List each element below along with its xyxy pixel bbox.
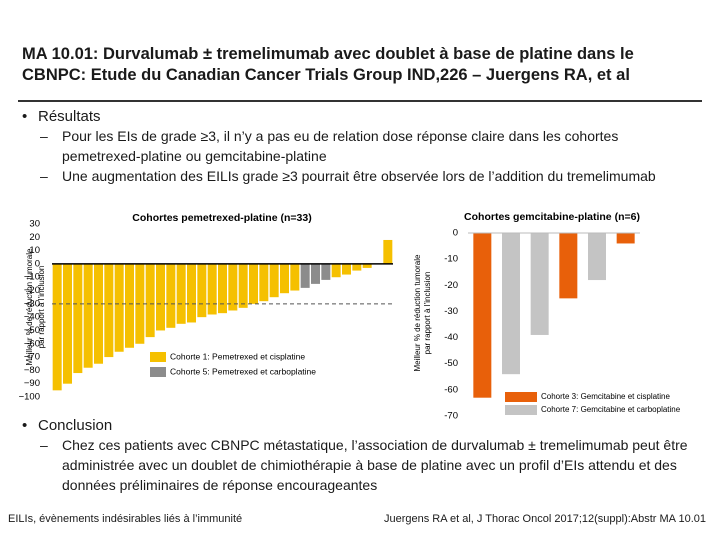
- bar: [352, 263, 362, 271]
- y-tick-label: -10: [444, 254, 458, 265]
- bar: [321, 263, 331, 280]
- y-axis-label: Meilleur % de réduction tumorale: [413, 254, 422, 371]
- bar: [342, 263, 351, 275]
- legend-swatch: [150, 352, 166, 362]
- section-heading: Conclusion: [22, 417, 112, 434]
- bar: [156, 263, 165, 331]
- y-axis-label: Meilleur % de réduction tumorale: [25, 248, 34, 365]
- bullet: Une augmentation des EILIs grade ≥3 pour…: [40, 166, 682, 186]
- y-tick-label: -60: [444, 384, 458, 395]
- y-tick-label: −80: [24, 365, 40, 376]
- bar: [114, 263, 124, 352]
- y-tick-label: −40: [24, 312, 40, 323]
- legend-label: Cohorte 7: Gemcitabine et carboplatine: [541, 405, 681, 414]
- y-tick-label: −20: [24, 285, 40, 296]
- y-tick-label: -40: [444, 332, 458, 343]
- bar: [249, 263, 258, 304]
- bar: [197, 263, 207, 318]
- bar: [502, 233, 520, 375]
- bar: [176, 263, 186, 324]
- chart-title: Cohortes pemetrexed-platine (n=33): [132, 212, 311, 224]
- y-tick-label: 30: [29, 219, 40, 230]
- y-tick-label: −60: [24, 338, 40, 349]
- legend-label: Cohorte 1: Pemetrexed et cisplatine: [170, 351, 305, 361]
- bar: [362, 263, 372, 268]
- bar: [63, 263, 72, 384]
- bullet: Pour les EIs de grade ≥3, il n’y a pas e…: [40, 126, 692, 166]
- bar: [73, 263, 83, 374]
- legend-swatch: [505, 405, 537, 415]
- bar: [331, 263, 341, 278]
- footnote: EILIs, évènements indésirables liés à l’…: [8, 513, 243, 525]
- bullet: Chez ces patients avec CBNPC métastatiqu…: [40, 435, 692, 495]
- legend-swatch: [505, 392, 537, 402]
- y-tick-label: -20: [444, 280, 458, 291]
- y-tick-label: 10: [29, 245, 40, 256]
- bar: [238, 263, 248, 308]
- bar: [559, 233, 578, 299]
- bar: [52, 263, 62, 391]
- bar: [83, 263, 93, 368]
- y-axis-label: par rapport à l’inclusion: [423, 272, 432, 355]
- bar: [104, 263, 114, 358]
- y-tick-label: −30: [24, 298, 40, 309]
- y-tick-label: −10: [24, 272, 40, 283]
- y-tick-label: −90: [24, 378, 40, 389]
- bar: [383, 239, 393, 264]
- bar: [269, 263, 279, 298]
- y-tick-label: −100: [19, 392, 40, 403]
- y-tick-label: 20: [29, 232, 40, 243]
- bar: [290, 263, 300, 291]
- bar: [125, 263, 134, 348]
- y-tick-label: -30: [444, 306, 458, 317]
- bar: [280, 263, 289, 294]
- bar: [94, 263, 103, 364]
- bar: [588, 233, 606, 281]
- bar: [473, 233, 492, 398]
- bar: [166, 263, 176, 328]
- bar: [187, 263, 196, 323]
- slide-title: MA 10.01: Durvalumab ± tremelimumab avec…: [22, 45, 634, 84]
- legend-swatch: [150, 367, 166, 377]
- bar: [300, 263, 310, 288]
- y-axis-label: par rapport à l’inclusion: [37, 266, 46, 349]
- bar: [530, 233, 549, 335]
- legend-label: Cohorte 3: Gemcitabine et cisplatine: [541, 392, 671, 401]
- y-tick-label: 0: [35, 258, 40, 269]
- bar: [616, 233, 635, 244]
- y-tick-label: −70: [24, 352, 40, 363]
- bar: [311, 263, 320, 284]
- y-tick-label: 0: [453, 228, 458, 239]
- chart-title: Cohortes gemcitabine-platine (n=6): [464, 211, 640, 223]
- section-heading: Résultats: [22, 108, 101, 125]
- bar: [228, 263, 238, 311]
- reference: Juergens RA et al, J Thorac Oncol 2017;1…: [383, 513, 706, 525]
- bar: [145, 263, 155, 338]
- y-tick-label: -50: [444, 358, 458, 369]
- bar: [207, 263, 217, 315]
- y-tick-label: -70: [444, 411, 458, 422]
- title-rule: [18, 100, 702, 102]
- bar: [218, 263, 227, 314]
- legend-label: Cohorte 5: Pemetrexed et carboplatine: [170, 366, 316, 376]
- bar: [259, 263, 269, 302]
- y-tick-label: −50: [24, 325, 40, 336]
